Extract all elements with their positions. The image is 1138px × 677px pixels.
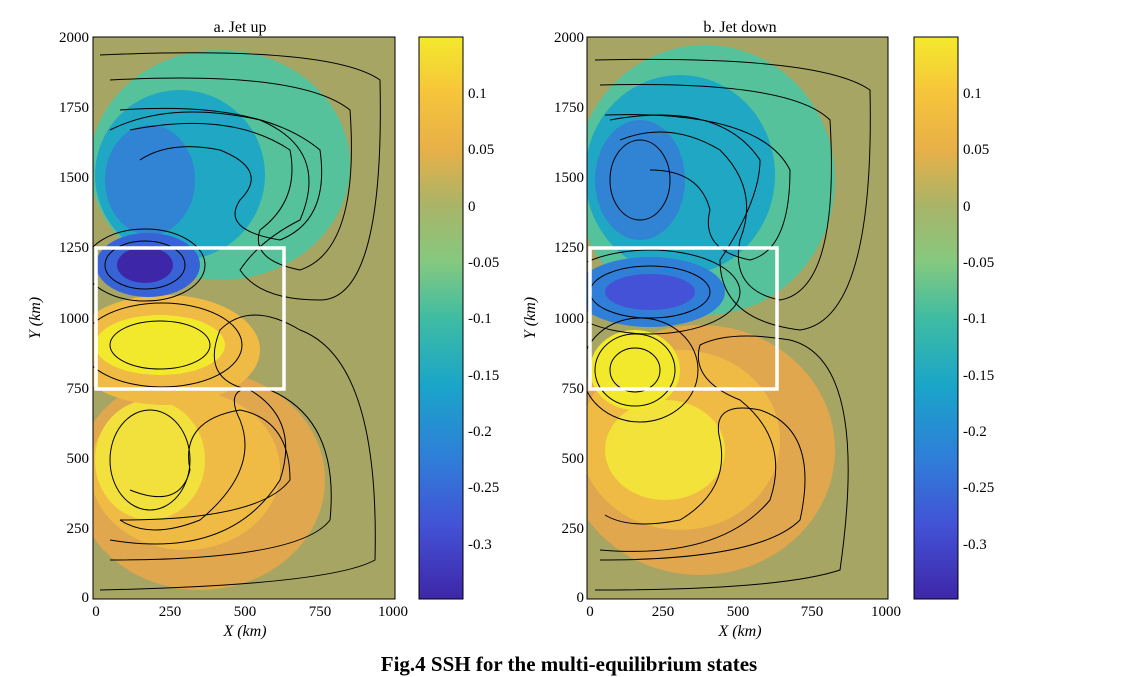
panel-b-cbar-label: 0.05	[963, 142, 989, 158]
panel-b-frame	[586, 36, 889, 600]
panel-a-xtick-label: 0	[92, 604, 100, 620]
figure-caption: Fig.4 SSH for the multi-equilibrium stat…	[380, 652, 758, 676]
panel-b-ytick-label: 500	[562, 451, 585, 467]
panel-a-cbar-label: 0.1	[468, 86, 487, 102]
panel-b-cbar-label: -0.05	[963, 255, 994, 271]
panel-a-cbar-label: -0.25	[468, 480, 499, 496]
panel-a-ytick-label: 1000	[59, 311, 89, 327]
panel-b-xtick-label: 0	[586, 604, 594, 620]
panel-a-xtick-label: 500	[234, 604, 257, 620]
panel-b-contour-line	[587, 249, 741, 335]
panel-b-ytick-label: 1500	[554, 170, 584, 186]
panel-b-colorbar-ticks: 0.1 0.05 0 -0.05 -0.1 -0.15 -0.2 -0.25 -…	[963, 86, 994, 553]
panel-a-contour-line	[109, 320, 211, 370]
panel-a-cbar-label: -0.1	[468, 311, 492, 327]
panel-b-north-gyre-core	[595, 120, 685, 240]
panel-a-contour-line	[119, 107, 323, 241]
panel-a-contour-line	[109, 409, 191, 511]
panel-a-low-core-inner	[117, 247, 173, 283]
panel-a-xlabel: X (km)	[222, 623, 266, 640]
panel-b-contour-line	[609, 139, 671, 221]
panel-a-cbar-label: 0.05	[468, 142, 494, 158]
panel-a-title: a. Jet up	[214, 19, 267, 36]
panel-a-cbar-label: -0.15	[468, 368, 499, 384]
panel-a-field	[93, 37, 395, 599]
panel-b-high-core	[590, 330, 680, 410]
panel-a-ytick-label: 1500	[59, 170, 89, 186]
panel-b-field	[587, 37, 888, 599]
panel-a-cbar-label: 0	[468, 199, 476, 215]
panel-a-ytick-label: 250	[67, 521, 90, 537]
panel-b-title: b. Jet down	[703, 19, 776, 36]
panel-b-cbar-label: -0.1	[963, 311, 987, 327]
panel-b-ytick-label: 750	[562, 381, 585, 397]
panel-b-xtick-label: 500	[727, 604, 750, 620]
panel-b-ytick-label: 1000	[554, 311, 584, 327]
panel-b-ytick-label: 2000	[554, 30, 584, 46]
panel-b-low-core-inner	[605, 274, 695, 310]
panel-a-contour-line	[99, 314, 376, 591]
panel-b-contour-line	[594, 333, 676, 407]
panel-a-cbar-label: -0.05	[468, 255, 499, 271]
panel-b-y-axis: 2000 1750 1500 1250 1000 750 500 250 0	[554, 30, 584, 606]
panel-b-cbar-label: -0.2	[963, 424, 987, 440]
panel-b-cbar-label: 0	[963, 199, 971, 215]
panel-a-frame	[92, 36, 396, 600]
panel-a-ytick-label: 1750	[59, 100, 89, 116]
panel-a-ytick-label: 1250	[59, 240, 89, 256]
panel-b-xtick-label: 750	[801, 604, 824, 620]
panel-a-x-axis: 0 250 500 750 1000	[92, 604, 408, 620]
panel-b-xtick-label: 250	[652, 604, 675, 620]
panel-a-ytick-label: 750	[67, 381, 90, 397]
panel-b-cbar-label: 0.1	[963, 86, 982, 102]
panel-a-contour-line	[93, 302, 243, 388]
panel-b-ylabel: Y (km)	[522, 297, 539, 339]
panel-a-ytick-label: 2000	[59, 30, 89, 46]
panel-b-xtick-label: 1000	[871, 604, 901, 620]
panel-b-xlabel: X (km)	[717, 623, 761, 640]
panel-b-cbar-label: -0.15	[963, 368, 994, 384]
panel-a-contours	[93, 52, 381, 591]
panel-a-cbar-label: -0.3	[468, 537, 492, 553]
panel-b-ytick-label: 1750	[554, 100, 584, 116]
panel-a-xtick-label: 750	[309, 604, 332, 620]
panel-b: b. Jet down	[522, 19, 994, 640]
panel-a-contour-line	[104, 240, 186, 290]
panel-a-y-axis: 2000 1750 1500 1250 1000 750 500 250 0	[59, 30, 89, 606]
panel-b-contour-line	[609, 347, 661, 393]
panel-b-south-gyre-core	[605, 400, 725, 500]
panel-b-contour-line	[599, 407, 806, 561]
panel-a-colorbar	[418, 36, 464, 600]
panel-b-ytick-label: 0	[577, 590, 585, 606]
panel-b-contour-line	[587, 317, 699, 423]
panel-a-xtick-label: 250	[159, 604, 182, 620]
panel-b-cbar-label: -0.3	[963, 537, 987, 553]
panel-b-ytick-label: 250	[562, 521, 585, 537]
panel-b-cbar-label: -0.25	[963, 480, 994, 496]
panel-b-x-axis: 0 250 500 750 1000	[586, 604, 901, 620]
panel-b-ytick-label: 1250	[554, 240, 584, 256]
panel-a-cbar-label: -0.2	[468, 424, 492, 440]
panel-b-contour-line	[594, 335, 849, 591]
panel-a-ytick-label: 0	[82, 590, 90, 606]
panel-a-highlight-box	[94, 246, 286, 391]
panel-b-highlight-box	[588, 246, 779, 391]
panel-a-ytick-label: 500	[67, 451, 90, 467]
panel-a-xtick-label: 1000	[378, 604, 408, 620]
panel-a-high-lobe-core	[95, 315, 225, 375]
panel-b-colorbar	[913, 36, 959, 600]
panel-b-contour-line	[604, 114, 791, 261]
panel-a-contour-line	[93, 228, 206, 302]
panel-a-contour-line	[119, 409, 291, 521]
panel-a-south-gyre-core	[95, 400, 205, 520]
panel-b-contour-line	[594, 58, 871, 331]
panel-a-north-gyre-core	[105, 125, 195, 235]
panel-a: a. Jet up	[27, 19, 499, 640]
panel-a-ylabel: Y (km)	[27, 297, 44, 339]
panel-a-colorbar-ticks: 0.1 0.05 0 -0.05 -0.1 -0.15 -0.2 -0.25 -…	[468, 86, 499, 553]
